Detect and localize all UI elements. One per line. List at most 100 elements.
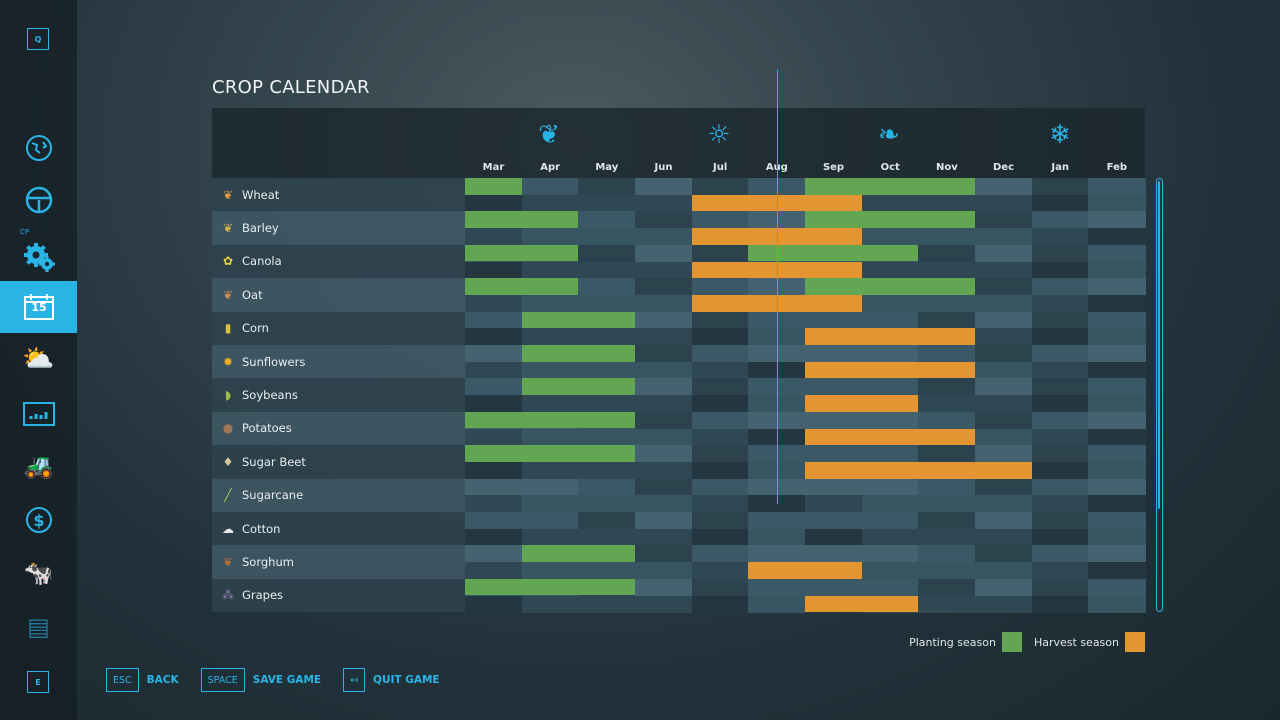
calendar-cell [578, 495, 636, 513]
calendar-cell [578, 361, 636, 379]
potato-icon: ● [222, 421, 234, 436]
sidebar-item-animals[interactable]: 🐄 [0, 547, 77, 599]
calendar-cell [861, 545, 919, 563]
cow-icon: 🐄 [23, 559, 54, 587]
calendar-cell [1088, 528, 1146, 546]
planting-bar [465, 278, 579, 295]
scrollbar[interactable] [1156, 178, 1163, 612]
calendar-cell [635, 211, 693, 229]
calendar-cell [918, 512, 976, 530]
calendar-cell [635, 578, 693, 596]
month-label: Dec [993, 162, 1015, 173]
calendar-cell [1088, 211, 1146, 229]
calendar-cell [465, 294, 523, 313]
calendar-cell [521, 528, 579, 546]
calendar-cell [918, 194, 976, 212]
sidebar-item-statistics[interactable] [0, 388, 77, 440]
calendar-cell [691, 345, 749, 363]
back-button[interactable]: BACK [146, 674, 179, 686]
quit-game-button[interactable]: QUIT GAME [373, 674, 440, 686]
quit-key[interactable]: ↤ [343, 668, 366, 692]
sidebar-item-courseplay[interactable]: CP [0, 226, 77, 278]
sidebar-item-vehicles[interactable] [0, 174, 77, 226]
calendar-cell [521, 228, 579, 246]
calendar-cell [635, 428, 693, 446]
crop-row-sorghum: ❦ Sorghum [212, 545, 465, 579]
calendar-cell [1031, 461, 1089, 480]
calendar-cell [861, 378, 919, 396]
calendar-cell [578, 461, 636, 480]
planting-bar [465, 244, 579, 262]
calendar-cell [975, 411, 1033, 429]
legend: Planting season Harvest season [909, 632, 1145, 652]
calendar-cell [975, 178, 1033, 196]
calendar-cell [1088, 345, 1146, 363]
sidebar-item-contracts[interactable]: ▤ [0, 601, 77, 653]
sidebar-item-garage[interactable]: 🚜 [0, 440, 77, 492]
planting-bar [465, 211, 579, 229]
grapes-icon: ⁂ [222, 588, 234, 603]
calendar-cell [1031, 211, 1089, 229]
crop-name: Wheat [242, 187, 280, 202]
calendar-cell [1088, 495, 1146, 513]
calendar-cell [1088, 261, 1146, 279]
calendar-cell [975, 562, 1033, 580]
legend-planting-swatch [1001, 632, 1022, 652]
sidebar-item-finances[interactable]: $ [0, 494, 77, 546]
calendar-cell [1031, 495, 1089, 513]
calendar-cell [635, 528, 693, 546]
calendar-cell [635, 562, 693, 580]
calendar-cell [465, 261, 523, 279]
current-date-line [776, 70, 778, 504]
key-hint-e[interactable]: E [27, 671, 49, 693]
calendar-cell [521, 495, 579, 513]
calendar-cell [635, 395, 693, 413]
steering-wheel-icon [25, 186, 52, 214]
weather-icon: ⛅ [22, 344, 55, 374]
esc-key[interactable]: ESC [106, 668, 139, 692]
calendar-cell [1088, 562, 1146, 580]
crop-name: Sunflowers [242, 354, 306, 369]
scrollbar-thumb[interactable] [1158, 181, 1160, 509]
sidebar-item-calendar[interactable]: 15 [0, 281, 77, 333]
crop-row-cotton: ☁ Cotton [212, 512, 465, 546]
calendar-cell [578, 562, 636, 580]
calendar-cell [975, 294, 1033, 313]
save-game-button[interactable]: SAVE GAME [252, 674, 322, 686]
calendar-cell [975, 345, 1033, 363]
harvest-bar [805, 428, 976, 446]
planting-bar [521, 545, 635, 563]
month-label: May [595, 162, 619, 173]
crop-name: Oat [242, 287, 263, 302]
calendar-cell [861, 261, 919, 279]
calendar-cell [918, 595, 976, 613]
calendar-cell [691, 211, 749, 229]
calendar-cell [918, 578, 976, 596]
calendar-cell [975, 211, 1033, 229]
calendar-cell [861, 194, 919, 212]
planting-bar [465, 445, 635, 462]
calendar-cell [748, 578, 806, 596]
calendar-cell [465, 228, 523, 246]
crop-rows: ❦ Wheat ❦ Barley ✿ Canola ❦ Oat ▮ Corn ✹ Sunflowers… [212, 178, 1146, 613]
papers-icon: ▤ [27, 613, 50, 641]
crop-row-barley: ❦ Barley [212, 211, 465, 245]
planting-bar [465, 578, 635, 596]
calendar-cell [521, 562, 579, 580]
calendar-cell [465, 194, 523, 212]
calendar-cell [1088, 361, 1146, 379]
sidebar-item-weather[interactable]: ⛅ [0, 333, 77, 385]
sidebar-item-map[interactable] [0, 122, 77, 174]
space-key[interactable]: SPACE [200, 668, 245, 692]
calendar-cell [975, 378, 1033, 396]
key-hint-q[interactable]: Q [27, 28, 49, 50]
gears-icon [23, 243, 55, 272]
calendar-cell [1088, 578, 1146, 596]
calendar-cell [748, 545, 806, 563]
calendar-cell [975, 445, 1033, 463]
crop-row-canola: ✿ Canola [212, 244, 465, 279]
calendar-cell [918, 261, 976, 279]
calendar-cell [1088, 411, 1146, 429]
calendar-cell [1088, 178, 1146, 196]
planting-bar [521, 345, 635, 362]
